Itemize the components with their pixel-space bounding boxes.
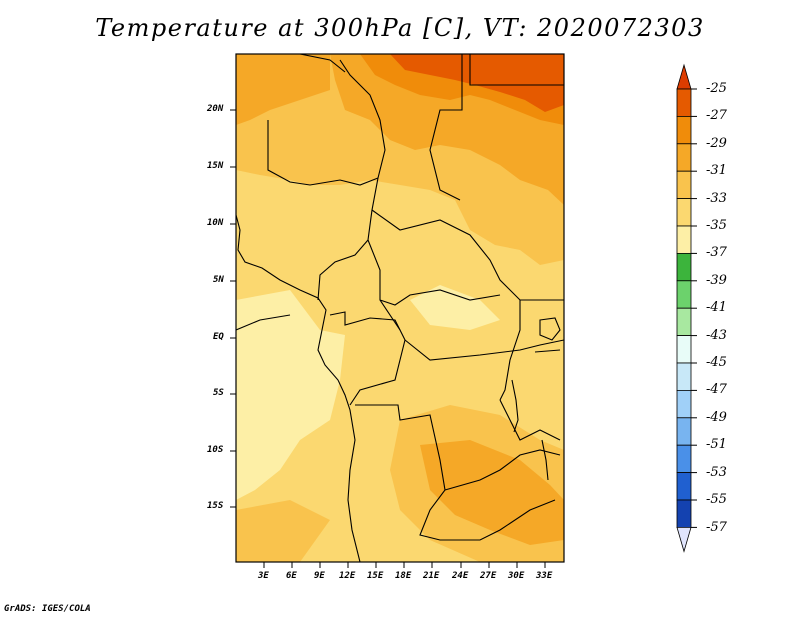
border-6 [469,54,564,86]
lon-label-6e: 6E [286,571,297,581]
colorbar-box [676,143,692,172]
lon-label-33e: 33E [536,571,553,581]
border-11 [499,399,561,441]
lon-label-30e: 30E [508,571,525,581]
colorbar-label: -33 [706,191,727,206]
colorbar-box [676,252,692,282]
border-10 [444,449,561,491]
border-4 [367,239,501,306]
grads-credit: GrADS: IGES/COLA [4,604,91,614]
region-29-west [236,54,330,125]
lake-tanganyika [511,379,519,433]
colorbar-label: -41 [706,300,727,315]
lon-label-9e: 9E [314,571,325,581]
lat-label-20n: 20N [207,104,224,114]
map-frame [235,53,565,563]
region-pale-central [410,285,500,330]
colorbar-label: -57 [706,520,727,535]
border-14 [236,314,291,331]
colorbar-box [676,417,692,446]
colorbar-box [676,198,692,227]
temperature-field [236,54,564,562]
colorbar-label: -29 [706,136,727,151]
lat-label-eq: EQ [213,332,224,342]
colorbar-box [676,472,692,501]
lat-label-5s: 5S [213,388,224,398]
lat-label-15n: 15N [207,161,224,171]
lon-label-24e: 24E [452,571,469,581]
region-29-southwest [236,500,330,562]
lon-label-21e: 21E [423,571,440,581]
colorbar-box [676,170,692,199]
border-1 [267,59,386,186]
lat-label-15s: 15S [207,501,224,511]
lon-label-27e: 27E [480,571,497,581]
colorbar-label: -43 [706,328,727,343]
border-5 [429,54,463,201]
lon-ticks [263,562,546,568]
colorbar-box [676,116,692,145]
colorbar-label: -47 [706,382,727,397]
colorbar-label: -25 [706,81,727,96]
colorbar-box [676,389,692,419]
colorbar-box [676,444,692,474]
colorbar-box [676,335,692,364]
lon-label-12e: 12E [339,571,356,581]
colorbar-label: -53 [706,465,727,480]
lake-malawi [541,439,549,481]
colorbar-label: -49 [706,410,727,425]
colorbar [676,63,697,553]
colorbar-over-triangle [676,63,692,90]
lat-label-5n: 5N [213,275,224,285]
lat-label-10s: 10S [207,445,224,455]
colorbar-box [676,362,692,391]
colorbar-label: -45 [706,355,727,370]
lon-label-15e: 15E [367,571,384,581]
colorbar-box [676,280,692,309]
colorbar-box [676,307,692,337]
border-3 [371,209,564,301]
colorbar-label: -51 [706,437,727,452]
colorbar-label: -27 [706,108,727,123]
west-africa-coast [236,214,361,562]
map-title: Temperature at 300hPa [C], VT: 202007230… [95,14,705,42]
border-9 [355,404,556,541]
colorbar-under-triangle [676,527,692,553]
region-25-north [390,54,564,112]
country-borders [236,54,564,562]
colorbar-box [676,499,692,528]
border-8 [404,339,564,361]
lat-label-10n: 10N [207,218,224,228]
region-29-south [420,440,564,545]
border-15 [534,349,561,353]
border-13 [379,299,401,331]
colorbar-box [676,88,692,117]
region-pale-west [236,290,345,500]
colorbar-label: -31 [706,163,727,178]
colorbar-label: -55 [706,492,727,507]
colorbar-label: -35 [706,218,727,233]
lon-label-3e: 3E [258,571,269,581]
colorbar-label: -39 [706,273,727,288]
lat-ticks [230,109,236,508]
colorbar-label: -37 [706,245,727,260]
lake-victoria [539,317,561,341]
border-16 [299,54,346,73]
colorbar-box [676,225,692,254]
lon-label-18e: 18E [395,571,412,581]
border-12 [499,300,521,401]
